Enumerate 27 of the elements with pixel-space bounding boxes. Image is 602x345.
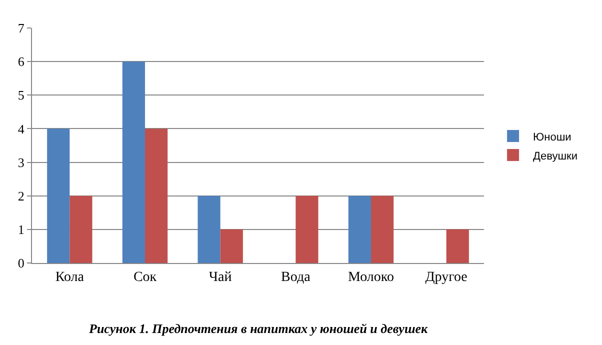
x-tick-label: Сок [133,270,157,285]
bar [348,196,371,263]
bar [145,128,168,263]
x-tick-label: Чай [208,270,232,285]
bar [47,128,70,263]
legend-label: Юноши [533,131,572,144]
bar [296,196,318,263]
bar [198,196,220,263]
bar [446,229,469,263]
x-tick-label: Молоко [348,270,394,285]
y-tick-label: 6 [18,54,25,70]
y-tick-label: 1 [18,222,24,237]
y-tick-label: 5 [18,88,24,103]
bar [371,196,394,263]
y-tick-label: 0 [18,256,24,271]
bar [220,229,243,263]
text: Рисунок 1. Предпочтения в напитках у юношей и девушек [89,321,428,336]
x-tick-label: Кола [55,270,85,285]
y-tick-label: 7 [18,20,25,36]
x-tick-label: Другое [425,270,468,285]
bar [70,196,92,263]
y-tick-label: 2 [18,188,24,204]
legend-label: Девушки [533,150,578,162]
bar [122,62,145,263]
y-tick-label: 3 [18,154,24,170]
x-tick-label: Вода [281,270,312,285]
y-tick-label: 4 [18,121,25,136]
